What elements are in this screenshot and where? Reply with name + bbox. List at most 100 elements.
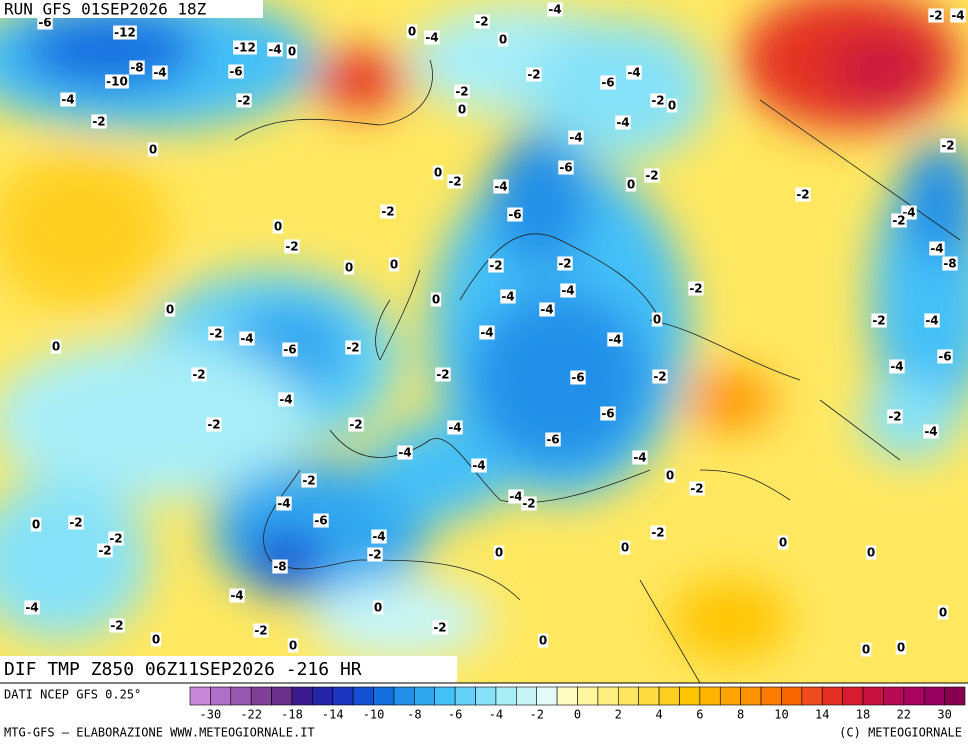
color-swatch [679, 686, 701, 706]
contour-label-box [68, 515, 84, 530]
contour-label: -2 [558, 257, 571, 271]
contour-label-box [545, 432, 561, 447]
contour-label-box [267, 42, 283, 57]
contour-label: 0 [52, 340, 60, 354]
contour-label: -6 [601, 407, 614, 421]
color-swatch [740, 686, 762, 706]
contour-label: -2 [651, 526, 664, 540]
contour-label-box [507, 207, 523, 222]
color-swatch [821, 686, 843, 706]
contour-label: -4 [153, 66, 166, 80]
contour-label: -4 [425, 31, 438, 45]
colorbar-label: -18 [281, 708, 303, 722]
contour-label-box [432, 620, 448, 635]
contour-label: -2 [92, 115, 105, 129]
contour-label-box [942, 256, 958, 271]
map-labels: -6-12-12 -4 0-8 -4-10-6-4-2-200 -4-20-4-2-20… [24, 2, 966, 657]
contour-label-box [447, 420, 463, 435]
contour-label-box [471, 458, 487, 473]
contour-label: -4 [268, 43, 281, 57]
contour-label: -4 [372, 530, 385, 544]
contour-label-box [208, 326, 224, 341]
contour-label-box [891, 213, 907, 228]
contour-label: 0 [939, 606, 947, 620]
color-swatch [393, 686, 415, 706]
colorbar-label: 6 [696, 708, 703, 722]
contour-label: -2 [651, 94, 664, 108]
contour-label: 0 [897, 641, 905, 655]
contour-label: -2 [346, 341, 359, 355]
contour-label: -2 [109, 532, 122, 546]
contour-label-box [666, 98, 678, 113]
contour-label-box [651, 312, 663, 327]
contour-label: -6 [314, 514, 327, 528]
contour-label-box [929, 241, 945, 256]
contour-label: -2 [254, 624, 267, 638]
contour-label-box [537, 633, 549, 648]
color-swatch [781, 686, 803, 706]
contour-label: -2 [645, 169, 658, 183]
contour-label: 0 [499, 33, 507, 47]
contour-label: -4 [951, 9, 964, 23]
color-swatch [699, 686, 721, 706]
color-swatch [577, 686, 599, 706]
contour-label: -2 [872, 314, 885, 328]
colorbar-label: -2 [529, 708, 543, 722]
contour-label-box [560, 283, 576, 298]
contour-label: -2 [192, 368, 205, 382]
contour-label-box [236, 93, 252, 108]
contour-label: -2 [455, 85, 468, 99]
contour-label-box [206, 417, 222, 432]
contour-label-box [688, 281, 704, 296]
color-swatch [312, 686, 334, 706]
contour-label: -4 [930, 242, 943, 256]
contour-label-box [615, 115, 631, 130]
contour-label-box [937, 349, 953, 364]
contour-label-box [488, 258, 504, 273]
color-swatch [373, 686, 395, 706]
contour-label-box [447, 174, 463, 189]
contour-label-box [430, 292, 442, 307]
contour-label: -4 [277, 497, 290, 511]
contour-label-box [348, 417, 364, 432]
colorbar-label: -8 [407, 708, 421, 722]
contour-label-box [570, 370, 586, 385]
color-swatch [944, 686, 966, 706]
contour-label-box [37, 15, 53, 30]
colorbar-label: 10 [774, 708, 788, 722]
contour-label: -12 [114, 26, 136, 40]
contour-label: -4 [25, 601, 38, 615]
contour-label-box [650, 525, 666, 540]
contour-label: 0 [539, 634, 547, 648]
source-label: DATI NCEP GFS 0.25° [4, 688, 141, 702]
contour-label: -2 [110, 619, 123, 633]
colorbar: -30 -22 -18 -14 -10 -8 -6 -4 -2 0 2 4 6 8 10 14 18 22 30 [189, 686, 966, 722]
contour-label-box [150, 632, 162, 647]
contour-label: -6 [38, 16, 51, 30]
contour-label: -4 [924, 425, 937, 439]
contour-label: -6 [283, 343, 296, 357]
contour-label: -2 [653, 370, 666, 384]
contour-label: -2 [489, 259, 502, 273]
run-label: RUN GFS 01SEP2026 18Z [4, 0, 207, 19]
colorbar-label: -10 [363, 708, 385, 722]
contour-label: -4 [627, 66, 640, 80]
contour-label-box [777, 535, 789, 550]
contour-label-box [276, 496, 292, 511]
contour-label: -2 [98, 544, 111, 558]
contour-label-box [626, 65, 642, 80]
contour-label: 0 [434, 166, 442, 180]
contour-label: -10 [106, 75, 128, 89]
contour-label-box [371, 529, 387, 544]
contour-label: 0 [779, 536, 787, 550]
contour-label-box [923, 424, 939, 439]
contour-label-box [109, 618, 125, 633]
contour-label-box [435, 367, 451, 382]
contour-label-box [253, 623, 269, 638]
contour-label-box [937, 605, 949, 620]
contour-label-box [372, 600, 384, 615]
contour-label: -2 [690, 482, 703, 496]
contour-label: -2 [475, 15, 488, 29]
contour-label-box [619, 540, 631, 555]
